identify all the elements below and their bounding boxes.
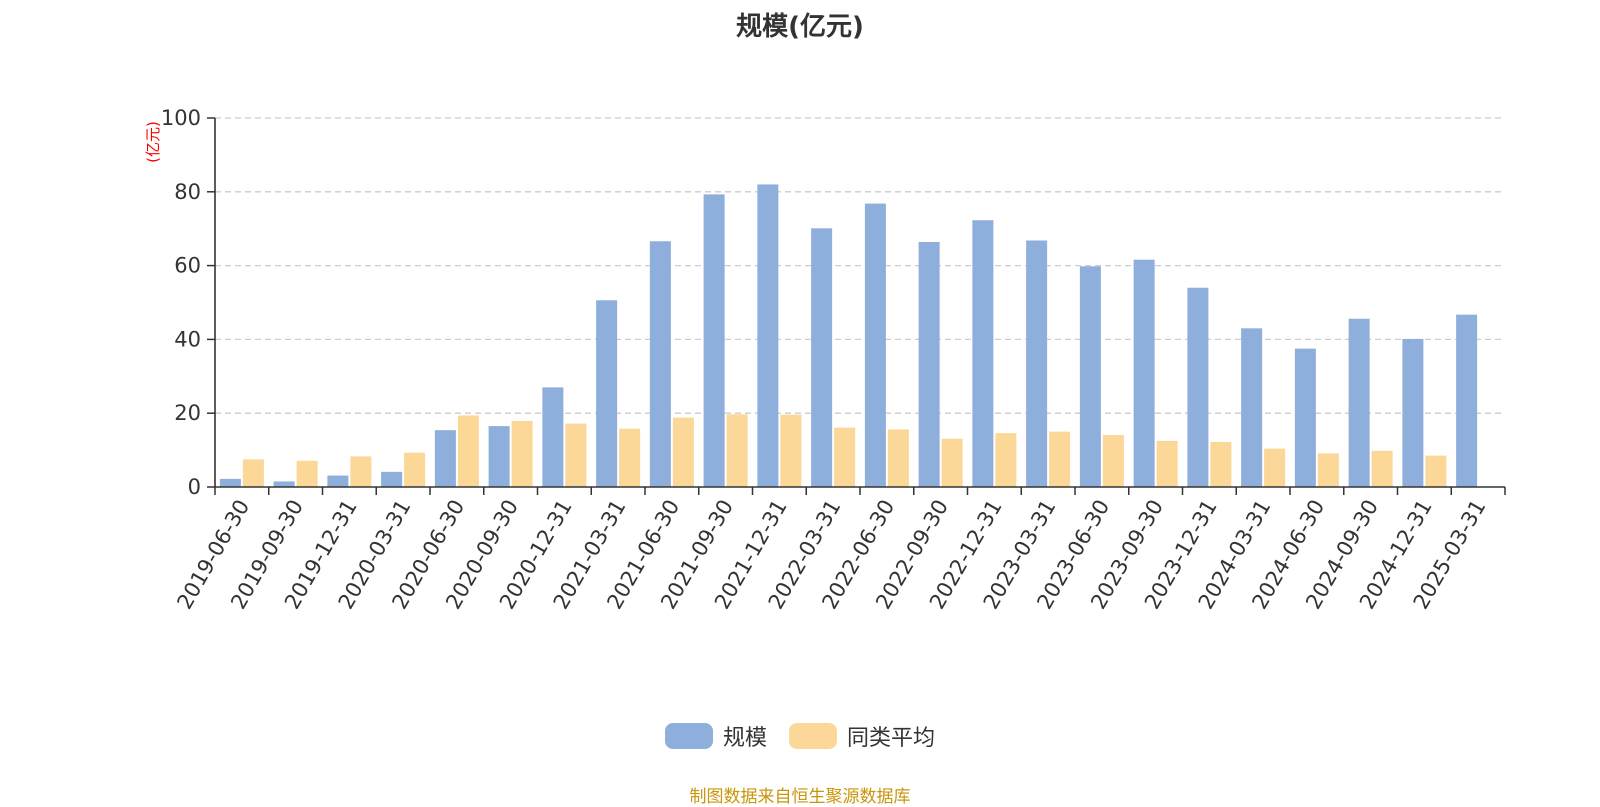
bar-scale [811, 228, 833, 487]
legend: 规模 同类平均 [0, 720, 1600, 752]
bar-average [780, 414, 802, 487]
y-axis-unit-label: (亿元) [144, 121, 162, 163]
bar-scale [918, 241, 940, 487]
bar-scale [1456, 314, 1478, 487]
bar-average [995, 433, 1017, 487]
y-tick-label: 0 [188, 475, 201, 499]
bar-scale [1133, 259, 1155, 487]
bar-average [1317, 453, 1339, 487]
bar-average [350, 456, 372, 487]
bar-average [457, 415, 479, 487]
bar-average [1210, 441, 1232, 487]
bar-scale [1348, 318, 1370, 487]
y-tick-label: 100 [161, 106, 201, 130]
bar-average [1102, 434, 1124, 487]
bar-scale [219, 478, 241, 487]
bar-scale [649, 241, 671, 487]
bar-chart: 020406080100(亿元)2019-06-302019-09-302019… [144, 106, 1506, 613]
chart-title: 规模(亿元) [736, 12, 864, 42]
bar-scale [1026, 240, 1048, 487]
legend-item-scale[interactable]: 规模 [664, 720, 767, 752]
bar-scale [864, 203, 886, 487]
bar-scale [972, 220, 994, 487]
bar-scale [1241, 328, 1263, 487]
bar-average [511, 420, 533, 487]
bar-scale [1294, 348, 1316, 487]
legend-swatch-average [789, 723, 837, 749]
bar-scale [273, 481, 295, 487]
legend-label-average: 同类平均 [847, 726, 936, 751]
legend-item-average[interactable]: 同类平均 [789, 720, 935, 752]
bar-scale [703, 194, 725, 487]
y-tick-label: 40 [174, 327, 201, 351]
bar-scale [327, 475, 349, 487]
bar-average [1156, 440, 1178, 487]
bar-scale [381, 471, 403, 487]
bar-average [296, 460, 318, 487]
bar-scale [1187, 287, 1209, 487]
legend-swatch-scale [664, 723, 713, 749]
bar-scale [434, 430, 456, 487]
bar-average [726, 414, 748, 487]
bar-average [619, 428, 641, 487]
bar-average [1049, 431, 1071, 487]
bar-average [1264, 448, 1286, 487]
bar-scale [542, 387, 564, 487]
bar-scale [1079, 266, 1101, 487]
bar-average [1371, 450, 1393, 487]
bar-average [887, 429, 909, 487]
data-source-note: 制图数据来自恒生聚源数据库 [689, 787, 911, 807]
bar-scale [596, 300, 618, 487]
y-tick-label: 20 [174, 401, 201, 425]
bar-average [834, 427, 856, 487]
bar-average [941, 438, 963, 487]
y-tick-label: 60 [174, 254, 201, 278]
bar-scale [757, 184, 779, 488]
bar-average [1425, 455, 1447, 487]
bar-scale [488, 426, 510, 487]
bar-average [404, 452, 426, 487]
legend-label-scale: 规模 [722, 726, 767, 751]
bar-scale [1402, 339, 1424, 487]
bar-average [242, 459, 264, 487]
bar-average [672, 417, 694, 487]
y-tick-label: 80 [174, 180, 201, 204]
bar-average [565, 423, 587, 487]
